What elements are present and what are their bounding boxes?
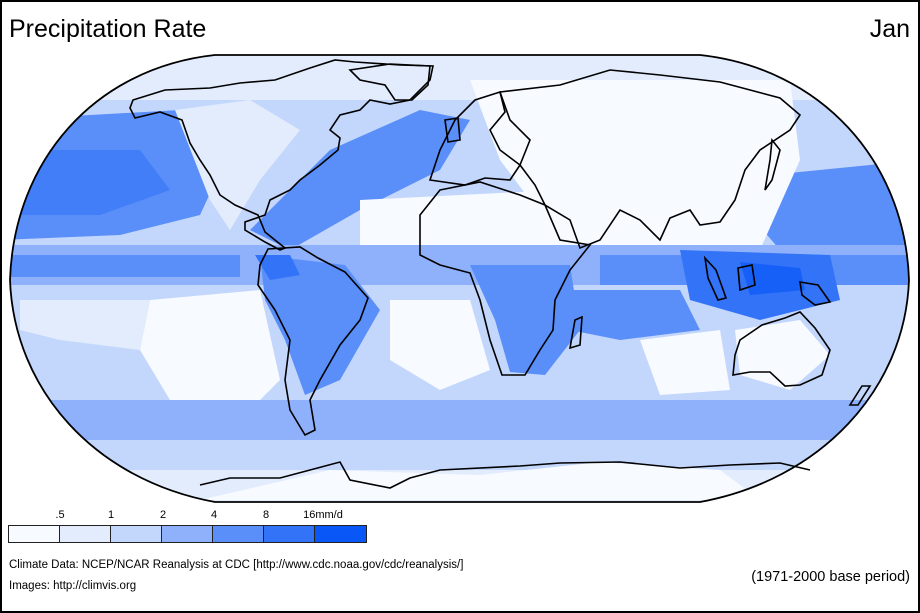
antarctica-outline xyxy=(199,461,811,489)
colorbar-cell xyxy=(9,526,60,542)
new-guinea-outline xyxy=(799,281,832,306)
japan-outline xyxy=(764,137,781,191)
colorbar-cell xyxy=(162,526,213,542)
colorbar-cell xyxy=(60,526,111,542)
colorbar xyxy=(8,525,367,543)
colorbar-cell xyxy=(264,526,315,542)
south-america-outline xyxy=(257,246,369,437)
british-isles-outline xyxy=(444,117,461,143)
data-credit: Climate Data: NCEP/NCAR Reanalysis at CD… xyxy=(9,559,464,571)
sumatra-outline xyxy=(703,255,728,301)
new-zealand-outline xyxy=(848,385,872,406)
precipitation-field xyxy=(10,55,909,502)
colorbar-tick: 16mm/d xyxy=(303,509,343,521)
base-period-label: (1971-2000 base period) xyxy=(751,569,910,585)
colorbar-tick: 4 xyxy=(210,509,218,521)
borneo-outline xyxy=(737,264,756,292)
colorbar-tick: 1 xyxy=(107,509,115,521)
asia-outline xyxy=(498,69,802,250)
month-label: Jan xyxy=(869,15,910,43)
europe-outline xyxy=(428,90,522,186)
image-credit: Images: http://climvis.org xyxy=(9,580,137,592)
coastlines xyxy=(129,59,872,489)
colorbar-tick: 2 xyxy=(159,509,167,521)
credits: Climate Data: NCEP/NCAR Reanalysis at CD… xyxy=(9,555,463,597)
page-title: Precipitation Rate xyxy=(9,15,207,43)
colorbar-cell xyxy=(213,526,264,542)
colorbar-tick-labels: .5 1 2 4 8 16mm/d xyxy=(8,509,373,525)
colorbar-tick: .5 xyxy=(55,509,65,521)
greenland-outline xyxy=(348,63,431,101)
colorbar-cell xyxy=(111,526,162,542)
north-america-outline xyxy=(129,59,434,251)
madagascar-outline xyxy=(568,315,583,350)
map-border xyxy=(9,54,910,503)
australia-outline xyxy=(732,311,831,387)
colorbar-cell xyxy=(315,526,366,542)
colorbar-tick: 8 xyxy=(262,509,270,521)
